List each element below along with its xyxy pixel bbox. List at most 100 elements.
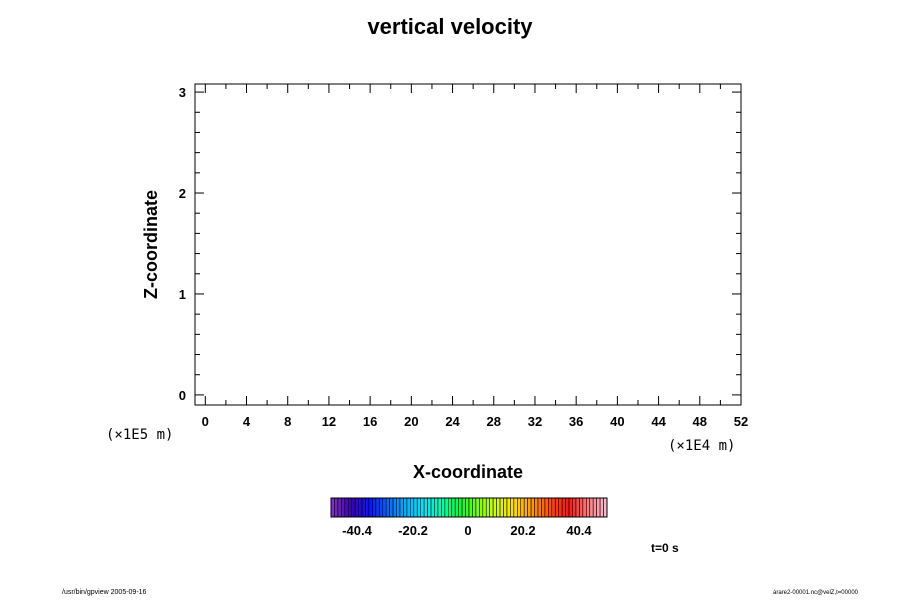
colorbar-cell [447,497,453,518]
footer-command: /usr/bin/gpview 2005-09-16 [62,589,147,596]
colorbar-cell [565,497,570,518]
colorbar-cell [599,497,604,518]
y-axis-title: Z-coordinate [141,190,161,299]
colorbar-cell [572,497,577,518]
x-tick-label: 16 [363,414,377,429]
colorbar-frame [330,497,608,518]
colorbar-cell [341,497,346,518]
footer-source: arare2-00001.nc@velZ,t=00000 [773,590,858,596]
x-tick-label: 20 [404,414,418,429]
colorbar-cell [510,497,515,518]
colorbar-cell [489,497,494,518]
colorbar-tick-label: 40.4 [566,523,592,538]
colorbar-cell [368,497,373,518]
colorbar-cell [351,497,356,518]
colorbar-cell [420,497,425,518]
colorbar-cell [399,497,404,518]
colorbar-cell [361,497,366,518]
x-axis-title: X-coordinate [413,462,523,482]
x-tick-label: 28 [487,414,501,429]
colorbar-cell [375,497,380,518]
colorbar-cell [551,497,556,518]
colorbar-cell [344,497,349,518]
colorbar-cell [496,497,501,518]
y-tick-label: 2 [179,186,186,201]
colorbar-cell [492,497,497,518]
y-tick-label: 1 [179,287,186,302]
colorbar-cell [437,497,442,518]
colorbar-cell [347,497,353,518]
colorbar-cell [330,497,335,518]
colorbar-cell [406,497,411,518]
colorbar-cell [592,497,597,518]
colorbar-cell [392,497,397,518]
colorbar-cell [382,497,387,518]
colorbar-tick-label: -40.4 [342,523,372,538]
colorbar-cell [441,497,446,518]
colorbar-cell [585,497,591,518]
colorbar-cell [482,497,487,518]
colorbar-cell [513,497,518,518]
colorbar-cell [479,497,484,518]
colorbar-cell [603,497,608,518]
colorbar-cell [372,497,377,518]
colorbar-cell [544,497,549,518]
colorbar-cell [444,497,449,518]
colorbar-cell [427,497,432,518]
colorbar-cell [413,497,418,518]
colorbar-cell [403,497,408,518]
colorbar-cell [554,497,560,518]
y-unit-label: (×1E5 m) [106,427,173,443]
time-label: t=0 s [651,541,679,555]
x-tick-label: 4 [243,414,251,429]
colorbar-cell [561,497,566,518]
colorbar-cell [365,497,370,518]
colorbar-cell [337,497,342,518]
colorbar-cell [582,497,587,518]
colorbar-cell [358,497,363,518]
colorbar-cell [434,497,439,518]
colorbar-cell [461,497,466,518]
colorbar-cell [523,497,528,518]
colorbar-cell [396,497,401,518]
colorbar-tick-label: 0 [464,523,471,538]
x-tick-label: 32 [528,414,542,429]
colorbar-cell [389,497,394,518]
colorbar-cell [423,497,428,518]
y-tick-label: 0 [179,388,186,403]
colorbar-cell [527,497,532,518]
colorbar-cell [430,497,435,518]
colorbar-cell [499,497,504,518]
colorbar-tick-label: -20.2 [398,523,428,538]
colorbar-cell [596,497,601,518]
x-tick-label: 48 [693,414,707,429]
x-tick-label: 40 [610,414,624,429]
x-tick-label: 8 [284,414,291,429]
x-tick-label: 24 [445,414,460,429]
colorbar-cell [537,497,542,518]
colorbar-cell [541,497,546,518]
colorbar-cell [575,497,580,518]
colorbar-cell [568,497,573,518]
colorbar-cell [530,497,535,518]
x-tick-label: 52 [734,414,748,429]
colorbar-cell [458,497,463,518]
plot-frame [194,83,742,406]
colorbar-cell [354,497,359,518]
x-tick-label: 36 [569,414,583,429]
colorbar-cell [454,497,459,518]
colorbar-cell [465,497,470,518]
x-tick-label: 12 [322,414,336,429]
colorbar-cell [416,497,422,518]
colorbar-cell [579,497,584,518]
x-tick-label: 0 [202,414,209,429]
colorbar-tick-label: 20.2 [510,523,535,538]
colorbar-cell [520,497,525,518]
colorbar-cell [385,497,390,518]
colorbar-cell [410,497,415,518]
colorbar-cell [485,497,491,518]
chart-title: vertical velocity [367,14,533,39]
x-unit-label: (×1E4 m) [668,438,735,454]
colorbar-cell [548,497,553,518]
